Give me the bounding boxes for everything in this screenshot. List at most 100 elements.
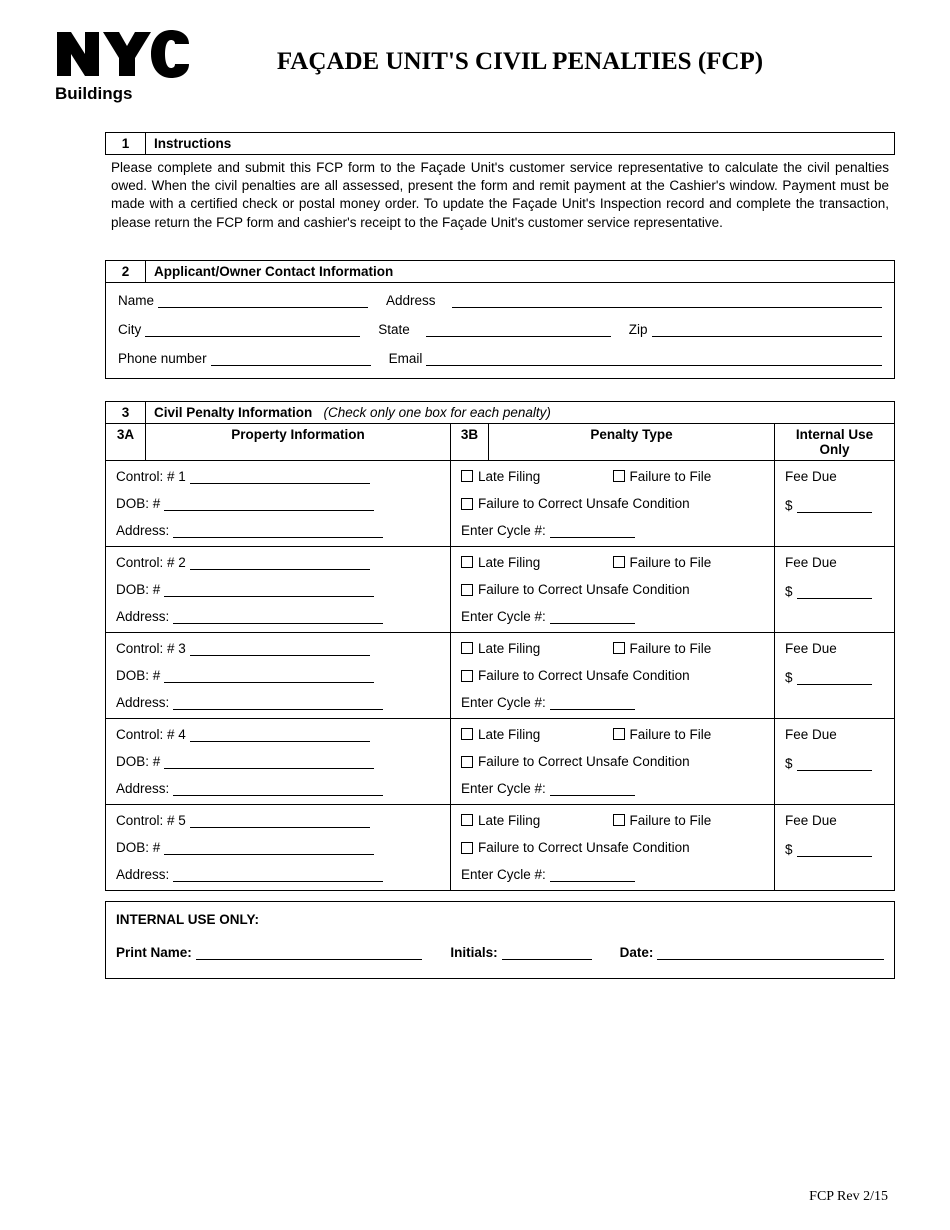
zip-label: Zip [629,322,652,337]
cycle-label: Enter Cycle #: [461,695,550,710]
cycle-label: Enter Cycle #: [461,523,550,538]
col-internal-use: Internal Use Only [775,423,895,460]
section3-num: 3 [106,401,146,423]
failure-file-label: Failure to File [630,641,712,656]
section-contact: 2 Applicant/Owner Contact Information Na… [105,260,895,379]
phone-input[interactable] [211,352,371,366]
failure-file-checkbox[interactable] [613,728,625,740]
logo-subtext: Buildings [55,84,205,104]
col-3b: 3B [451,423,489,460]
dob-input[interactable] [164,841,374,855]
email-input[interactable] [426,352,882,366]
failure-correct-checkbox[interactable] [461,842,473,854]
late-filing-checkbox[interactable] [461,814,473,826]
dob-label: DOB: # [116,668,164,683]
fee-input[interactable] [797,757,872,771]
control-label: Control: # 4 [116,727,190,742]
failure-correct-label: Failure to Correct Unsafe Condition [478,582,690,597]
dob-input[interactable] [164,755,374,769]
control-label: Control: # 5 [116,813,190,828]
penalty-type-row: Late Filing Failure to File Failure to C… [451,632,775,718]
initials-input[interactable] [502,946,592,960]
phone-label: Phone number [118,351,211,366]
cycle-input[interactable] [550,782,635,796]
address-label: Address: [116,609,173,624]
failure-correct-checkbox[interactable] [461,584,473,596]
late-filing-label: Late Filing [478,555,540,570]
failure-file-checkbox[interactable] [613,470,625,482]
fee-input[interactable] [797,585,872,599]
prop-address-input[interactable] [173,782,383,796]
address-input[interactable] [452,294,882,308]
failure-file-checkbox[interactable] [613,642,625,654]
late-filing-checkbox[interactable] [461,556,473,568]
print-name-input[interactable] [196,946,423,960]
footer-rev: FCP Rev 2/15 [809,1189,888,1205]
failure-correct-checkbox[interactable] [461,498,473,510]
failure-correct-label: Failure to Correct Unsafe Condition [478,840,690,855]
fee-due-label: Fee Due [785,555,837,570]
control-input[interactable] [190,728,370,742]
penalty-type-row: Late Filing Failure to File Failure to C… [451,804,775,890]
dob-label: DOB: # [116,840,164,855]
dob-input[interactable] [164,583,374,597]
name-label: Name [118,293,158,308]
cycle-input[interactable] [550,868,635,882]
section1-title: Instructions [146,133,894,154]
section2-num: 2 [106,261,146,282]
fee-due-label: Fee Due [785,813,837,828]
dollar-label: $ [785,584,797,599]
page-header: Buildings FAÇADE UNIT'S CIVIL PENALTIES … [55,30,895,104]
fee-due-row: Fee Due $ [775,804,895,890]
prop-address-input[interactable] [173,868,383,882]
prop-address-input[interactable] [173,524,383,538]
section3-title-cell: Civil Penalty Information (Check only on… [146,401,895,423]
page-title: FAÇADE UNIT'S CIVIL PENALTIES (FCP) [205,48,895,76]
fee-input[interactable] [797,499,872,513]
prop-address-input[interactable] [173,696,383,710]
late-filing-checkbox[interactable] [461,470,473,482]
section-instructions: 1 Instructions Please complete and submi… [105,132,895,238]
cycle-input[interactable] [550,524,635,538]
failure-file-label: Failure to File [630,813,712,828]
failure-file-label: Failure to File [630,555,712,570]
failure-correct-checkbox[interactable] [461,756,473,768]
property-info-row: Control: # 1 DOB: # Address: [106,460,451,546]
date-input[interactable] [657,946,884,960]
dob-input[interactable] [164,669,374,683]
zip-input[interactable] [652,323,882,337]
fee-input[interactable] [797,843,872,857]
failure-file-checkbox[interactable] [613,556,625,568]
instructions-body: Please complete and submit this FCP form… [105,155,895,238]
late-filing-checkbox[interactable] [461,642,473,654]
penalty-type-row: Late Filing Failure to File Failure to C… [451,460,775,546]
prop-address-input[interactable] [173,610,383,624]
late-filing-label: Late Filing [478,641,540,656]
failure-correct-checkbox[interactable] [461,670,473,682]
dollar-label: $ [785,842,797,857]
cycle-input[interactable] [550,610,635,624]
control-input[interactable] [190,814,370,828]
fee-due-label: Fee Due [785,469,837,484]
property-info-row: Control: # 5 DOB: # Address: [106,804,451,890]
late-filing-checkbox[interactable] [461,728,473,740]
control-input[interactable] [190,642,370,656]
fee-input[interactable] [797,671,872,685]
section3-note: (Check only one box for each penalty) [324,405,551,420]
state-input[interactable] [426,323,611,337]
address-label: Address: [116,781,173,796]
section3-title: Civil Penalty Information [154,405,312,420]
fee-due-label: Fee Due [785,641,837,656]
cycle-input[interactable] [550,696,635,710]
property-info-row: Control: # 3 DOB: # Address: [106,632,451,718]
failure-file-checkbox[interactable] [613,814,625,826]
control-input[interactable] [190,470,370,484]
name-input[interactable] [158,294,368,308]
late-filing-label: Late Filing [478,469,540,484]
dob-input[interactable] [164,497,374,511]
control-input[interactable] [190,556,370,570]
control-label: Control: # 1 [116,469,190,484]
dob-label: DOB: # [116,496,164,511]
city-input[interactable] [145,323,360,337]
email-label: Email [389,351,427,366]
